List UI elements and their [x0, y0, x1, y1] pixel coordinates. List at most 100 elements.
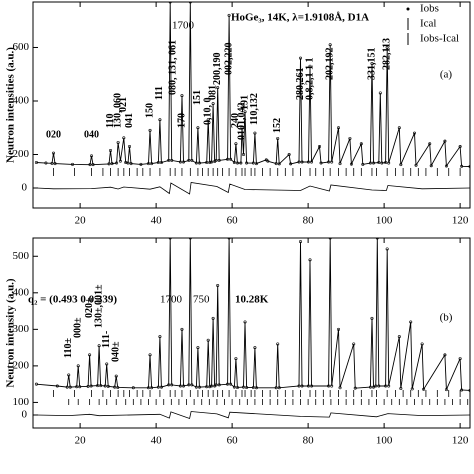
obs-point [310, 160, 314, 164]
peak-label: 111 [154, 86, 165, 100]
obs-point [114, 374, 118, 378]
obs-point [88, 353, 92, 357]
y-tick-label: 600 [13, 41, 30, 53]
obs-point [129, 162, 133, 166]
obs-point [277, 162, 281, 166]
peak-label: 002,220 [223, 42, 234, 75]
legend-label: Ical [420, 18, 436, 30]
peak-label: 282,113 [381, 38, 392, 70]
legend-label: Iobs-Ical [420, 33, 459, 45]
obs-point [67, 373, 71, 377]
obs-point [234, 357, 238, 361]
obs-point [428, 142, 432, 146]
obs-point [34, 382, 38, 386]
obs-point [297, 160, 301, 164]
obs-point [300, 160, 304, 164]
peak-label: 021 [118, 97, 129, 112]
peak-label: 152 [272, 118, 283, 133]
x-tick-label: 120 [452, 215, 469, 227]
peak-label: 0,10, 0 [202, 98, 213, 126]
obs-point [274, 162, 278, 166]
difference-line [36, 182, 471, 195]
x-tick-label: 40 [151, 435, 163, 447]
obs-point [378, 91, 382, 95]
obs-point [444, 388, 448, 392]
obs-point [103, 384, 107, 388]
obs-point [328, 43, 332, 47]
obs-point [75, 385, 79, 389]
peak-label: 110 [105, 114, 116, 128]
obs-point [206, 118, 210, 122]
obs-point [348, 136, 352, 140]
obs-point [148, 128, 152, 132]
obs-point [352, 342, 356, 346]
annotation: q₂ = (0.493 0 0.339) [28, 294, 117, 306]
obs-point [187, 158, 191, 162]
obs-point [206, 338, 210, 342]
obs-point [368, 385, 372, 389]
obs-point [178, 160, 182, 164]
obs-point [90, 154, 94, 158]
peak-label: 080, 131, 061 [168, 40, 179, 95]
obs-point [197, 385, 201, 389]
obs-point [443, 353, 447, 357]
obs-point [197, 161, 201, 165]
obs-point [399, 387, 403, 391]
obs-point [170, 383, 174, 387]
obs-point [361, 162, 365, 166]
obs-point [338, 162, 342, 166]
annotation: 1700 [160, 294, 183, 306]
obs-point [308, 258, 312, 262]
obs-point [115, 161, 119, 165]
obs-point [217, 383, 221, 387]
x-tick-label: 120 [452, 435, 469, 447]
peak-label: 041 [124, 113, 135, 128]
obs-point [180, 94, 184, 98]
obs-point [110, 162, 114, 166]
obs-point [422, 387, 426, 391]
x-tick-label: 60 [227, 215, 239, 227]
y-axis-label: Neutron intensity (a.u.) [5, 278, 17, 388]
obs-point [147, 162, 151, 166]
obs-point [254, 162, 258, 166]
obs-point [330, 384, 334, 388]
obs-point [289, 162, 293, 166]
legend-symbol [406, 7, 410, 11]
obs-point [210, 160, 214, 164]
calc-line [36, 238, 470, 391]
obs-point [274, 386, 278, 390]
obs-point [214, 158, 218, 162]
obs-point [211, 102, 215, 106]
obs-point [385, 247, 389, 251]
obs-point [229, 382, 233, 386]
obs-point [245, 385, 249, 389]
plot-frame [32, 237, 471, 429]
obs-point [429, 164, 433, 168]
obs-point [385, 45, 389, 49]
obs-point [299, 240, 303, 244]
panel [34, 238, 470, 392]
obs-point [128, 144, 132, 148]
obs-point [240, 126, 244, 130]
obs-point [187, 383, 191, 387]
obs-point [109, 148, 113, 152]
obs-point [178, 384, 182, 388]
x-tick-label: 20 [75, 215, 87, 227]
legend-label: Iobs [420, 3, 439, 15]
obs-point [254, 386, 258, 390]
obs-point [319, 161, 323, 165]
obs-point [308, 64, 312, 68]
obs-point [253, 131, 257, 135]
obs-point [377, 384, 381, 388]
obs-point [126, 161, 130, 165]
obs-point [327, 384, 331, 388]
peak-label: 170 [176, 113, 187, 128]
obs-point [97, 344, 101, 348]
y-axis-label: Neutron intensities (a.u.) [5, 47, 17, 163]
obs-point [371, 161, 375, 165]
annotation: 1700 [172, 20, 195, 32]
obs-point [208, 161, 212, 165]
obs-point [239, 161, 243, 165]
obs-point [78, 385, 82, 389]
